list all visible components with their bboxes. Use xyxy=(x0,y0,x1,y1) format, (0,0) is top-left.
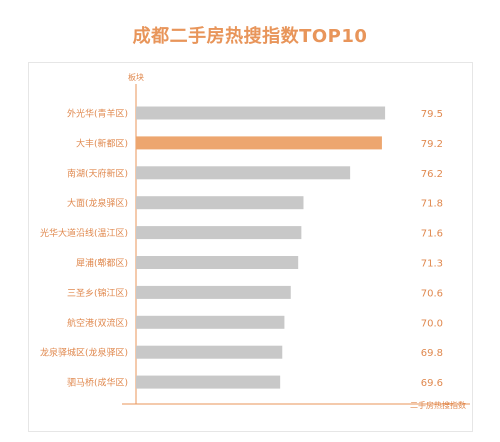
category-label: 三圣乡(锦江区) xyxy=(67,287,128,299)
data-label: 79.2 xyxy=(421,139,443,150)
bar xyxy=(136,256,299,269)
bar xyxy=(136,166,351,180)
chart-panel xyxy=(28,62,473,432)
bar xyxy=(136,345,283,359)
bar xyxy=(136,226,302,240)
bar xyxy=(136,285,291,299)
bar xyxy=(136,106,386,120)
data-label: 71.3 xyxy=(421,259,443,270)
x-axis-title: 二手房热搜指数 xyxy=(410,400,466,410)
data-label: 69.8 xyxy=(421,348,443,359)
data-label: 70.6 xyxy=(421,288,443,299)
y-axis-title: 板块 xyxy=(128,72,144,82)
category-label: 大丰(新都区) xyxy=(76,137,128,149)
category-label: 大面(龙泉驿区) xyxy=(67,197,128,209)
bar xyxy=(136,375,281,389)
bar xyxy=(136,315,285,329)
category-label: 航空港(双流区) xyxy=(67,317,128,329)
data-label: 70.0 xyxy=(421,318,443,329)
data-label: 71.6 xyxy=(421,229,443,240)
category-label: 龙泉驿城区(龙泉驿区) xyxy=(40,347,128,359)
data-label: 69.6 xyxy=(421,378,443,389)
data-label: 79.5 xyxy=(421,109,443,120)
category-label: 犀浦(郫都区) xyxy=(76,257,128,269)
bar xyxy=(136,196,304,210)
data-label: 76.2 xyxy=(421,169,443,180)
category-label: 南湖(天府新区) xyxy=(67,167,128,179)
category-label: 光华大道沿线(温江区) xyxy=(40,227,128,239)
data-label: 71.8 xyxy=(421,199,443,210)
category-label: 驷马桥(成华区) xyxy=(67,377,128,389)
chart-title: 成都二手房热搜指数TOP10 xyxy=(132,26,368,47)
category-label: 外光华(青羊区) xyxy=(67,108,128,120)
bar xyxy=(136,136,382,150)
